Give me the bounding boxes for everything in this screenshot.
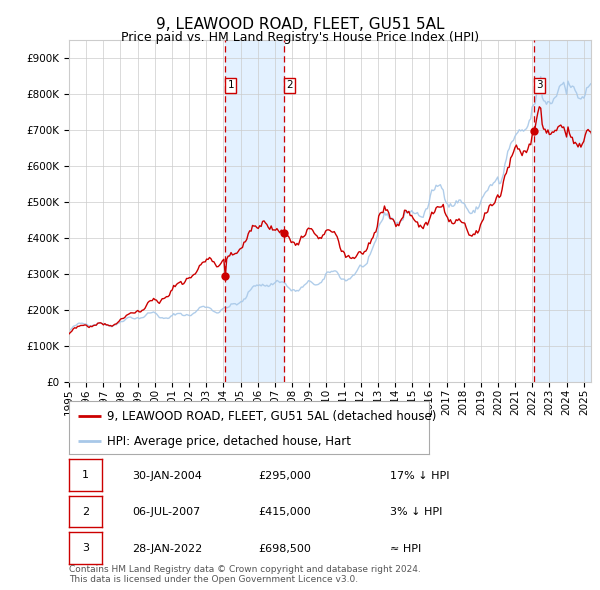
Text: HPI: Average price, detached house, Hart: HPI: Average price, detached house, Hart: [107, 434, 351, 448]
Text: £698,500: £698,500: [258, 544, 311, 553]
Text: Price paid vs. HM Land Registry's House Price Index (HPI): Price paid vs. HM Land Registry's House …: [121, 31, 479, 44]
Text: 1: 1: [82, 470, 89, 480]
Text: Contains HM Land Registry data © Crown copyright and database right 2024.
This d: Contains HM Land Registry data © Crown c…: [69, 565, 421, 584]
Text: 1: 1: [227, 80, 234, 90]
Text: 28-JAN-2022: 28-JAN-2022: [132, 544, 202, 553]
Text: £415,000: £415,000: [258, 507, 311, 517]
Text: 2: 2: [82, 507, 89, 516]
Text: 06-JUL-2007: 06-JUL-2007: [132, 507, 200, 517]
Text: £295,000: £295,000: [258, 471, 311, 480]
Text: 30-JAN-2004: 30-JAN-2004: [132, 471, 202, 480]
Text: 3: 3: [536, 80, 543, 90]
Text: 3% ↓ HPI: 3% ↓ HPI: [390, 507, 442, 517]
Text: 9, LEAWOOD ROAD, FLEET, GU51 5AL (detached house): 9, LEAWOOD ROAD, FLEET, GU51 5AL (detach…: [107, 409, 436, 422]
Text: ≈ HPI: ≈ HPI: [390, 544, 421, 553]
Text: 2: 2: [286, 80, 293, 90]
Text: 9, LEAWOOD ROAD, FLEET, GU51 5AL: 9, LEAWOOD ROAD, FLEET, GU51 5AL: [156, 17, 444, 31]
Bar: [533, 40, 592, 382]
Bar: [225, 40, 284, 382]
Text: 3: 3: [82, 543, 89, 553]
Text: 17% ↓ HPI: 17% ↓ HPI: [390, 471, 449, 480]
